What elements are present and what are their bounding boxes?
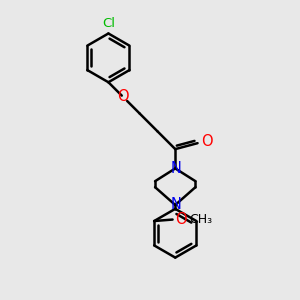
Text: O: O [201,134,213,149]
Text: N: N [170,161,181,176]
Text: O: O [175,212,186,227]
Text: N: N [170,197,181,212]
Text: O: O [117,89,129,104]
Text: Cl: Cl [102,17,115,30]
Text: CH₃: CH₃ [189,213,212,226]
